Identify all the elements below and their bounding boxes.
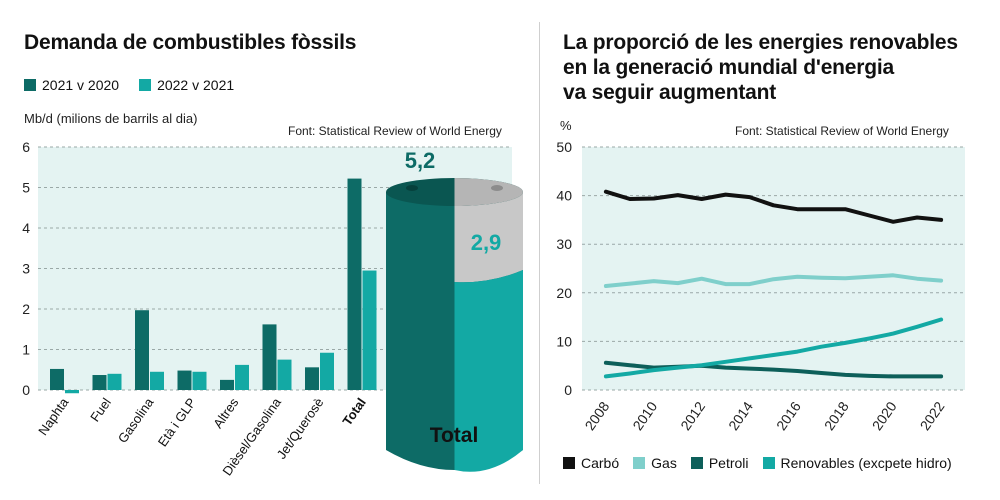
barrel-lid-right [454, 178, 523, 206]
x-tick-label: Gasolina [115, 394, 157, 445]
left-unit-label: Mb/d (milions de barrils al dia) [24, 111, 198, 126]
left-legend: 2021 v 2020 2022 v 2021 [24, 77, 254, 93]
y-tick-label: 20 [556, 285, 572, 301]
right-title-line-2: en la generació mundial d'energia [563, 56, 894, 79]
y-tick-label: 2 [22, 301, 30, 317]
y-tick-label: 0 [22, 382, 30, 398]
right-source: Font: Statistical Review of World Energy [735, 124, 949, 138]
bar-2021 [135, 310, 149, 390]
barrel-value-2021: 5,2 [405, 148, 436, 173]
y-tick-label: 40 [556, 188, 572, 204]
bar-2022 [192, 371, 207, 390]
y-tick-label: 30 [556, 236, 572, 252]
left-source: Font: Statistical Review of World Energy [288, 124, 502, 138]
y-tick-label: 5 [22, 180, 30, 196]
bar-2022 [235, 364, 249, 390]
barrel-grey-section [454, 182, 523, 283]
bar-2022 [362, 270, 377, 390]
legend-item-gas: Gas [633, 455, 677, 471]
left-chart-title: Demanda de combustibles fòssils [24, 31, 357, 54]
y-tick-label: 10 [556, 333, 572, 349]
legend-label-carbo: Carbó [581, 455, 620, 471]
legend-label-2022: 2022 v 2021 [157, 77, 235, 93]
legend-swatch-2021 [24, 79, 36, 91]
bar-2022 [107, 373, 122, 390]
panel-divider [539, 22, 540, 484]
series-line-renovables [603, 317, 944, 379]
bar-2022 [65, 390, 79, 394]
y-tick-label: 3 [22, 261, 30, 277]
bar-2021 [177, 370, 192, 390]
bar-2021 [305, 367, 319, 390]
x-tick-label: 2018 [821, 398, 852, 433]
right-chart-title: La proporció de les energies renovables … [563, 30, 958, 105]
legend-item-2022: 2022 v 2021 [139, 77, 234, 93]
x-tick-label: 2008 [581, 398, 612, 433]
legend-label-2021: 2021 v 2020 [42, 77, 120, 93]
x-tick-label: 2022 [917, 398, 948, 433]
bar-2021 [50, 368, 64, 390]
barrel-light-section [454, 270, 523, 472]
bar-2021 [220, 379, 234, 390]
plot-area-background [582, 147, 965, 390]
right-chart-panel: La proporció de les energies renovables … [545, 0, 1000, 500]
bar-2021 [92, 375, 107, 390]
y-tick-label: 50 [556, 139, 572, 155]
legend-swatch-carbo [563, 457, 575, 469]
right-title-line-3: va seguir augmentant [563, 81, 777, 104]
bar-2021 [347, 178, 362, 390]
legend-label-petroli: Petroli [708, 455, 749, 471]
right-unit-label: % [560, 118, 572, 133]
legend-item-petroli: Petroli [690, 455, 749, 471]
legend-swatch-renovables [762, 457, 775, 469]
y-tick-label: 0 [564, 382, 572, 398]
legend-item-2021: 2021 v 2020 [24, 77, 119, 93]
barrel-total-label: Total [430, 424, 479, 447]
x-tick-label: Total [339, 395, 369, 428]
barrel-cap-left [406, 185, 418, 191]
series-line-gas [603, 273, 944, 288]
x-tick-label: Naphta [35, 394, 72, 438]
y-tick-label: 4 [22, 220, 30, 236]
legend-swatch-petroli [690, 457, 703, 469]
line-chart: 0 10 20 30 40 50 2008 2010 2012 2014 2016 2018 2020 2… [556, 139, 965, 433]
x-tick-label: 2012 [677, 398, 708, 433]
legend-label-renovables: Renovables (excpete hidro) [780, 455, 952, 471]
legend-item-renovables: Renovables (excpete hidro) [762, 455, 952, 471]
barrel-cap-right [491, 185, 503, 191]
x-tick-label: 2016 [773, 398, 804, 433]
left-chart-panel: Demanda de combustibles fòssils 2021 v 2… [22, 31, 523, 478]
x-tick-label: 2010 [629, 398, 660, 433]
right-title-line-1: La proporció de les energies renovables [563, 31, 958, 54]
legend-swatch-gas [633, 457, 646, 469]
legend-swatch-2022 [139, 79, 152, 91]
x-tick-label: 2014 [725, 398, 756, 433]
bar-2022 [150, 371, 164, 390]
y-tick-label: 1 [22, 342, 30, 358]
bar-2021 [262, 324, 277, 390]
x-tick-label: Fuel [87, 395, 114, 424]
right-legend: Carbó Gas Petroli Renovables (excpete hi… [563, 455, 952, 471]
legend-item-carbo: Carbó [563, 455, 619, 471]
x-tick-label: Altres [210, 395, 242, 431]
legend-label-gas: Gas [651, 455, 677, 471]
bar-2022 [277, 359, 292, 390]
barrel-value-2022: 2,9 [471, 230, 502, 255]
x-tick-label: Età i GLP [155, 395, 199, 449]
y-tick-label: 6 [22, 139, 30, 155]
series-line-carbo [603, 189, 944, 224]
x-tick-label: 2020 [869, 398, 900, 433]
bar-2022 [320, 352, 334, 390]
